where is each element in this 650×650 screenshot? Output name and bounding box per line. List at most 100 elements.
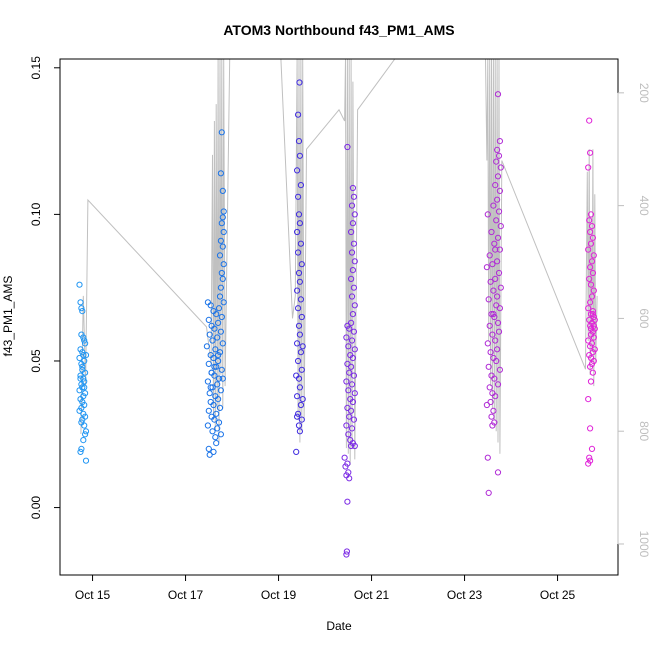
data-point bbox=[214, 381, 221, 388]
right-axis-line-series bbox=[80, 59, 598, 466]
data-point bbox=[296, 278, 303, 285]
data-point bbox=[587, 363, 594, 370]
data-point bbox=[484, 340, 491, 347]
data-point bbox=[296, 331, 303, 338]
data-point bbox=[295, 305, 302, 312]
data-point bbox=[348, 381, 356, 388]
data-point bbox=[587, 343, 594, 350]
data-point bbox=[587, 325, 595, 332]
data-point bbox=[343, 378, 350, 385]
data-point bbox=[209, 384, 216, 391]
data-point bbox=[490, 407, 497, 414]
data-point bbox=[217, 237, 224, 244]
data-point bbox=[77, 375, 84, 382]
data-point bbox=[79, 349, 86, 356]
data-point bbox=[295, 422, 303, 429]
data-point bbox=[296, 384, 303, 391]
data-point bbox=[485, 489, 492, 496]
data-point bbox=[587, 211, 595, 218]
data-point bbox=[213, 363, 220, 370]
data-point bbox=[213, 440, 220, 447]
data-point bbox=[76, 281, 83, 288]
data-point bbox=[349, 184, 356, 192]
data-point bbox=[82, 340, 89, 347]
data-point bbox=[344, 143, 351, 151]
data-point bbox=[349, 398, 356, 406]
data-point bbox=[492, 246, 499, 253]
data-point bbox=[350, 240, 357, 247]
data-point bbox=[206, 451, 213, 458]
data-point bbox=[494, 196, 501, 203]
data-point bbox=[497, 223, 504, 230]
data-point bbox=[76, 354, 83, 362]
data-point bbox=[213, 311, 220, 318]
x-tick-label: Oct 17 bbox=[168, 588, 204, 602]
data-point bbox=[486, 384, 493, 391]
data-point bbox=[295, 249, 302, 256]
data-point bbox=[348, 363, 355, 370]
x-axis-label: Date bbox=[326, 619, 352, 633]
data-point bbox=[346, 475, 353, 482]
data-point bbox=[214, 425, 221, 432]
data-point bbox=[220, 208, 227, 215]
data-point bbox=[216, 404, 224, 411]
data-point bbox=[348, 249, 356, 256]
data-point bbox=[349, 267, 356, 274]
data-point bbox=[494, 234, 502, 241]
data-point bbox=[82, 369, 89, 376]
data-point bbox=[488, 413, 495, 420]
data-point bbox=[486, 252, 493, 259]
x-axis: Oct 15 Oct 17 Oct 19 Oct 21 Oct 23 Oct 25 bbox=[75, 574, 576, 602]
data-point bbox=[212, 346, 219, 353]
data-point bbox=[343, 548, 350, 555]
data-point bbox=[350, 284, 357, 291]
plot-frame bbox=[59, 58, 619, 576]
y-axis-right: 200 400 600 800 1000 bbox=[617, 83, 650, 558]
data-point bbox=[343, 334, 350, 341]
data-point bbox=[348, 293, 356, 300]
data-point bbox=[218, 366, 225, 373]
data-point bbox=[217, 170, 224, 177]
data-point bbox=[220, 228, 227, 236]
data-point bbox=[81, 384, 88, 391]
y-tick-label: 0.05 bbox=[29, 349, 43, 373]
data-point bbox=[294, 340, 301, 347]
data-point bbox=[348, 319, 355, 326]
data-point bbox=[299, 396, 306, 403]
data-point bbox=[348, 228, 355, 236]
x-tick-label: Oct 21 bbox=[354, 588, 390, 602]
data-point bbox=[204, 422, 211, 429]
data-point bbox=[494, 346, 501, 353]
data-point bbox=[493, 357, 500, 365]
data-point bbox=[351, 442, 358, 450]
data-point bbox=[495, 328, 503, 335]
data-point bbox=[219, 340, 226, 347]
data-point bbox=[205, 445, 212, 452]
data-point bbox=[587, 228, 594, 236]
data-point bbox=[485, 363, 492, 370]
data-point bbox=[497, 284, 504, 291]
data-point bbox=[345, 431, 352, 438]
data-point bbox=[297, 182, 304, 189]
data-point bbox=[81, 422, 88, 429]
data-point bbox=[80, 437, 87, 444]
data-point bbox=[350, 372, 357, 379]
data-point bbox=[344, 360, 351, 367]
data-point bbox=[204, 378, 211, 385]
data-point bbox=[219, 375, 226, 382]
data-point bbox=[217, 328, 224, 335]
data-point bbox=[491, 375, 498, 382]
data-point bbox=[586, 217, 593, 224]
data-point bbox=[492, 337, 499, 344]
data-point bbox=[296, 428, 303, 435]
data-point bbox=[205, 407, 212, 414]
data-point bbox=[345, 387, 352, 394]
data-point bbox=[82, 352, 90, 359]
data-point bbox=[296, 152, 303, 159]
y-tick-label: 0.00 bbox=[29, 496, 43, 520]
data-point bbox=[213, 410, 220, 417]
data-point bbox=[586, 275, 593, 282]
data-point bbox=[217, 387, 224, 394]
data-point bbox=[218, 129, 225, 136]
